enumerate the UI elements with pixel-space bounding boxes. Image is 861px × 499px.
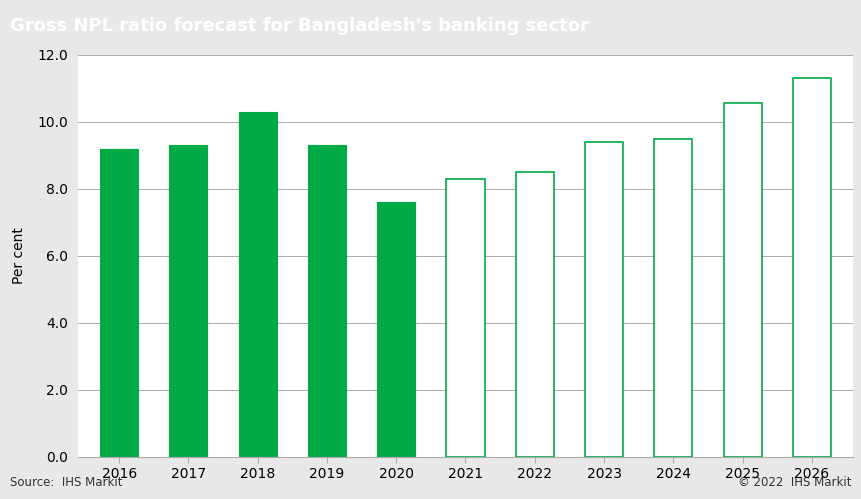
Bar [515,172,553,457]
Text: Gross NPL ratio forecast for Bangladesh's banking sector: Gross NPL ratio forecast for Bangladesh'… [10,17,589,35]
Text: Source:  IHS Markit: Source: IHS Markit [10,476,123,490]
Bar [446,179,484,457]
Bar [100,149,138,457]
Bar [307,145,345,457]
Bar [722,103,761,457]
Bar [169,145,208,457]
Text: © 2022  IHS Markit: © 2022 IHS Markit [737,476,851,490]
Bar [377,202,415,457]
Bar [585,142,623,457]
Bar [792,78,830,457]
Bar [653,139,691,457]
Y-axis label: Per cent: Per cent [12,228,26,284]
Bar [238,112,276,457]
